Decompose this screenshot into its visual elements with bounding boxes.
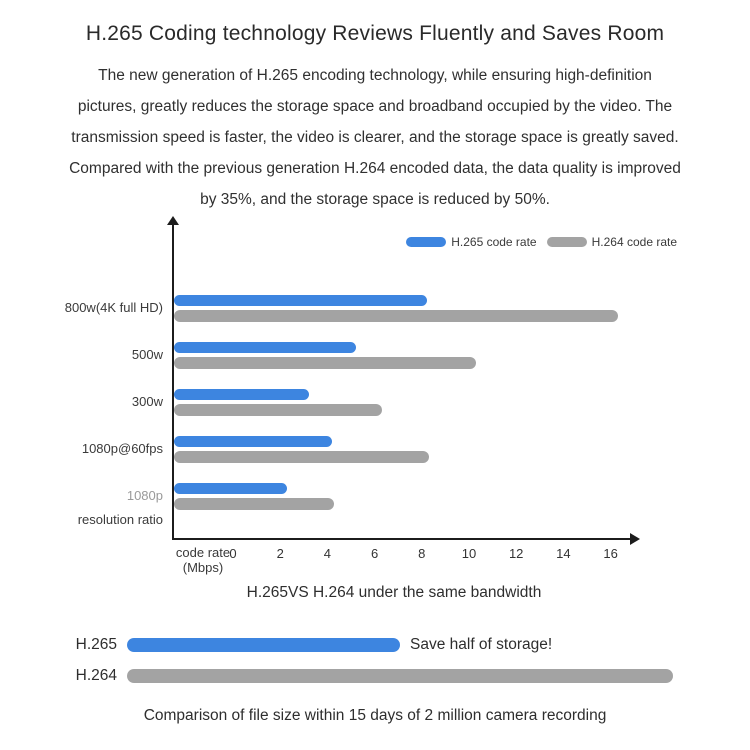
storage-row-label: H.264 <box>75 667 117 684</box>
description-text: The new generation of H.265 encoding tec… <box>69 67 681 208</box>
x-tick-label: 6 <box>370 546 379 561</box>
x-tick-label: 10 <box>461 546 477 561</box>
y-axis-title: resolution ratio <box>77 512 163 527</box>
storage-annotation: Save half of storage! <box>410 636 553 653</box>
x-axis-title: code rate (Mbps) <box>170 545 236 575</box>
storage-caption: Comparison of file size within 15 days o… <box>143 707 607 724</box>
bar-h265 <box>174 483 288 494</box>
page-title: H.265 Coding technology Reviews Fluently… <box>85 22 665 45</box>
x-axis-title-line1: code rate <box>175 545 231 560</box>
x-axis-title-line2: (Mbps) <box>182 560 224 575</box>
bar-h265 <box>174 436 333 447</box>
storage-row-label: H.265 <box>75 636 117 653</box>
x-tick-label: 14 <box>556 546 571 561</box>
y-axis-arrow-icon <box>167 216 179 225</box>
legend-swatch-icon <box>546 237 587 247</box>
chart-caption: H.265VS H.264 under the same bandwidth <box>246 584 542 601</box>
y-category-label: 800w(4K full HD) <box>64 300 163 315</box>
storage-bar-h265 <box>127 638 400 652</box>
chart-legend: H.265 code rate H.264 code rate <box>406 235 677 249</box>
x-tick-label: 16 <box>603 546 618 561</box>
bandwidth-bar-chart: H.265 code rate H.264 code rate resolutio… <box>64 216 677 601</box>
y-category-label: 1080p <box>126 488 163 503</box>
legend-label: H.265 code rate <box>451 235 537 249</box>
legend-swatch-icon <box>406 237 447 247</box>
x-tick-label: 12 <box>508 546 524 561</box>
storage-bar-h264 <box>127 669 673 683</box>
x-tick-label: 8 <box>418 546 426 561</box>
legend-label: H.264 code rate <box>591 235 677 249</box>
legend-item: H.265 code rate <box>406 235 537 249</box>
bar-h265 <box>174 389 309 400</box>
x-tick-label: 2 <box>276 546 284 561</box>
bar-h264 <box>174 498 335 510</box>
y-category-label: 1080p@60fps <box>81 441 163 456</box>
x-axis-line <box>172 538 631 540</box>
x-tick-label: 0 <box>229 546 237 561</box>
bar-h264 <box>174 310 618 322</box>
x-tick-label: 4 <box>323 546 332 561</box>
y-category-label: 500w <box>131 347 163 362</box>
bar-h265 <box>174 342 356 353</box>
bar-h264 <box>174 404 382 416</box>
x-axis-arrow-icon <box>630 533 640 545</box>
bar-h265 <box>174 295 427 306</box>
bar-h264 <box>174 451 429 463</box>
bar-h264 <box>174 357 477 369</box>
legend-item: H.264 code rate <box>546 235 677 249</box>
y-axis-line <box>172 224 174 540</box>
y-category-label: 300w <box>131 394 163 409</box>
